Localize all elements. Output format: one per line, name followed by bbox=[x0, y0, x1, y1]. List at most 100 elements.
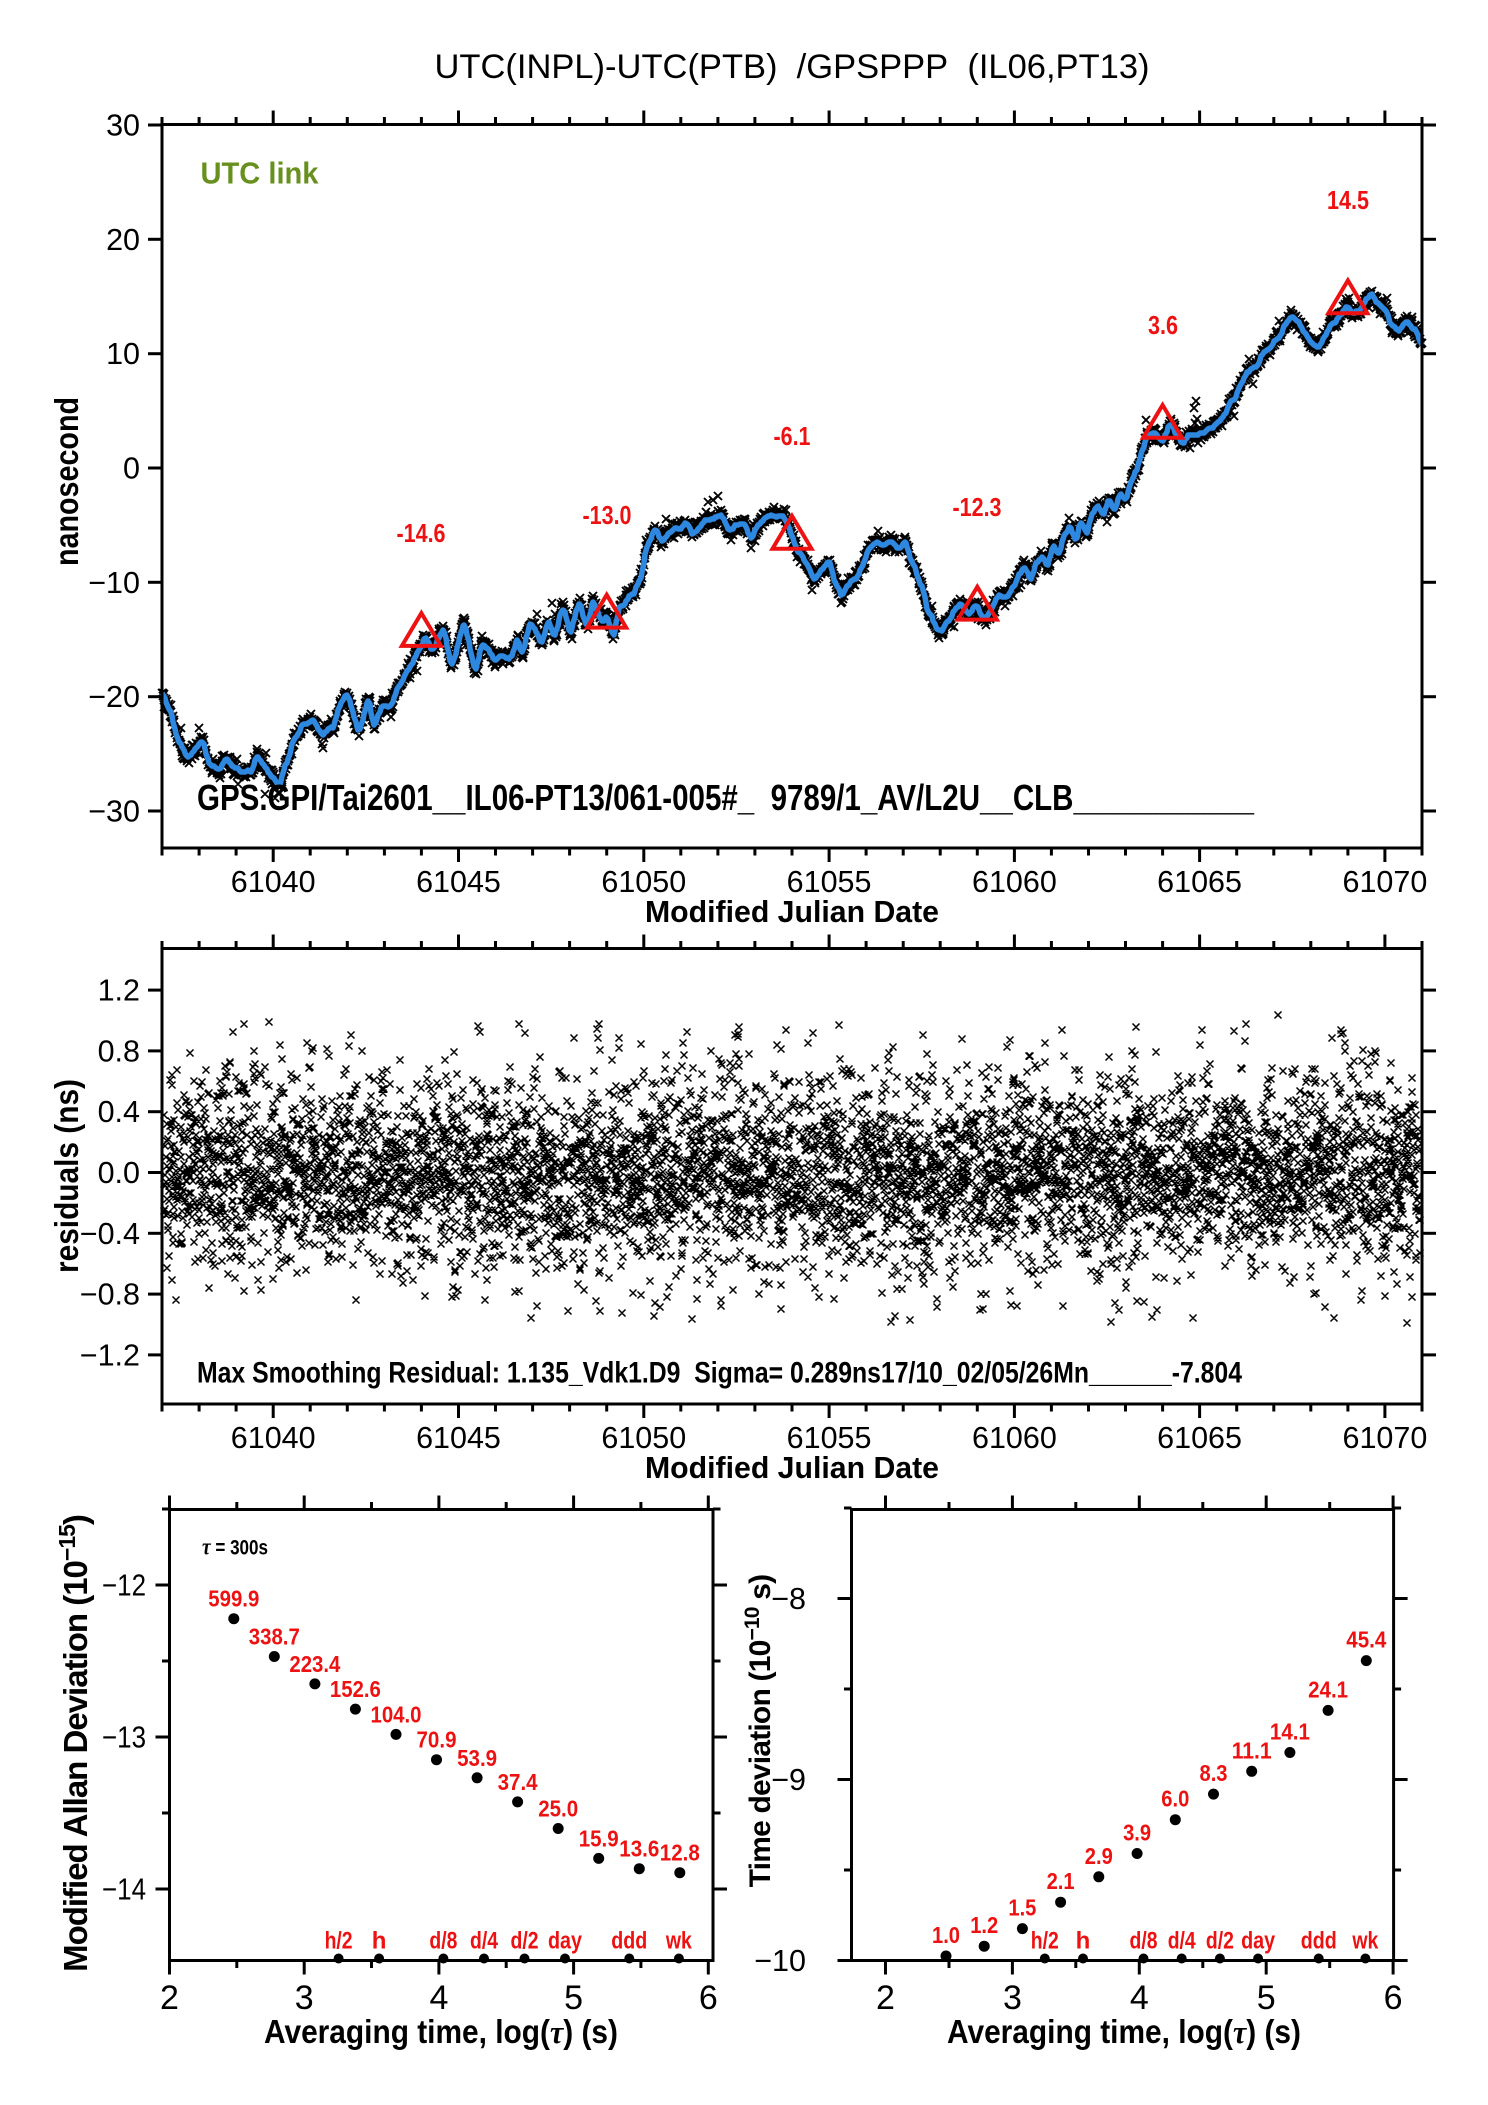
svg-text:h: h bbox=[1076, 1928, 1091, 1955]
svg-text:2.9: 2.9 bbox=[1085, 1843, 1113, 1869]
svg-text:61065: 61065 bbox=[1157, 1421, 1242, 1455]
svg-text:61065: 61065 bbox=[1157, 865, 1242, 899]
svg-text:223.4: 223.4 bbox=[289, 1651, 340, 1677]
svg-text:day: day bbox=[548, 1928, 583, 1955]
svg-text:−0.4: −0.4 bbox=[80, 1217, 140, 1251]
svg-text:−20: −20 bbox=[88, 680, 140, 714]
svg-text:1.0: 1.0 bbox=[932, 1922, 960, 1948]
svg-text:1.2: 1.2 bbox=[98, 974, 140, 1008]
svg-text:−10: −10 bbox=[88, 566, 140, 600]
svg-text:UTC(INPL)-UTC(PTB) /GPSPPP (: UTC(INPL)-UTC(PTB) /GPSPPP (IL06,PT13) bbox=[434, 48, 1149, 86]
svg-text:Modified Julian Date: Modified Julian Date bbox=[645, 1450, 939, 1485]
svg-text:wk: wk bbox=[665, 1928, 692, 1955]
svg-text:0.4: 0.4 bbox=[98, 1095, 140, 1129]
svg-text:14.5: 14.5 bbox=[1327, 185, 1369, 215]
svg-text:25.0: 25.0 bbox=[538, 1796, 578, 1822]
svg-text:4: 4 bbox=[429, 1979, 448, 2017]
svg-text:152.6: 152.6 bbox=[330, 1676, 381, 1702]
svg-text:6: 6 bbox=[699, 1979, 718, 2017]
svg-text:61045: 61045 bbox=[416, 865, 501, 899]
svg-text:2: 2 bbox=[876, 1979, 895, 2017]
svg-text:70.9: 70.9 bbox=[417, 1727, 457, 1753]
svg-text:residuals (ns): residuals (ns) bbox=[48, 1079, 85, 1273]
svg-text:24.1: 24.1 bbox=[1308, 1676, 1348, 1702]
svg-text:6: 6 bbox=[1384, 1979, 1403, 2017]
svg-text:d/2: d/2 bbox=[511, 1928, 539, 1955]
svg-text:61040: 61040 bbox=[231, 865, 316, 899]
svg-text:-13.0: -13.0 bbox=[583, 500, 632, 530]
svg-text:30: 30 bbox=[106, 109, 140, 143]
svg-text:3: 3 bbox=[1003, 1979, 1022, 2017]
svg-text:−8: −8 bbox=[771, 1582, 806, 1616]
svg-text:h: h bbox=[372, 1928, 387, 1955]
svg-text:3.9: 3.9 bbox=[1123, 1820, 1151, 1846]
svg-text:14.1: 14.1 bbox=[1270, 1719, 1310, 1745]
svg-text:ddd: ddd bbox=[611, 1928, 647, 1955]
svg-text:37.4: 37.4 bbox=[498, 1769, 538, 1795]
svg-text:338.7: 338.7 bbox=[249, 1624, 300, 1650]
svg-text:Modified Allan Deviation (10−1: Modified Allan Deviation (10−15) bbox=[54, 1515, 94, 1972]
svg-text:Max Smoothing Residual: 1.135_: Max Smoothing Residual: 1.135_Vdk1.D9 Si… bbox=[197, 1356, 1242, 1389]
svg-text:UTC link: UTC link bbox=[201, 155, 320, 190]
svg-text:Modified Julian Date: Modified Julian Date bbox=[645, 894, 939, 929]
svg-text:11.1: 11.1 bbox=[1232, 1737, 1272, 1763]
svg-text:−13: −13 bbox=[102, 1721, 146, 1755]
svg-text:0: 0 bbox=[123, 452, 140, 486]
svg-text:−0.8: −0.8 bbox=[80, 1278, 140, 1312]
svg-text:53.9: 53.9 bbox=[457, 1745, 497, 1771]
svg-text:2: 2 bbox=[160, 1979, 179, 2017]
svg-text:d/8: d/8 bbox=[1130, 1928, 1158, 1955]
svg-text:61050: 61050 bbox=[601, 1421, 686, 1455]
svg-text:61050: 61050 bbox=[601, 865, 686, 899]
svg-text:8.3: 8.3 bbox=[1200, 1760, 1228, 1786]
svg-text:wk: wk bbox=[1352, 1928, 1379, 1955]
svg-text:−12: −12 bbox=[102, 1569, 146, 1603]
svg-text:61055: 61055 bbox=[787, 1421, 872, 1455]
svg-text:4: 4 bbox=[1130, 1979, 1149, 2017]
svg-text:5: 5 bbox=[564, 1979, 583, 2017]
svg-text:599.9: 599.9 bbox=[208, 1586, 259, 1612]
svg-text:0.0: 0.0 bbox=[98, 1156, 140, 1190]
svg-text:d/4: d/4 bbox=[1168, 1928, 1197, 1955]
svg-text:d/4: d/4 bbox=[470, 1928, 499, 1955]
svg-text:-14.6: -14.6 bbox=[397, 518, 446, 548]
svg-text:15.9: 15.9 bbox=[579, 1825, 619, 1851]
svg-text:-12.3: -12.3 bbox=[953, 492, 1002, 522]
svg-text:h/2: h/2 bbox=[325, 1928, 353, 1955]
svg-text:GPS.GPI/Tai2601__IL06-PT13/061: GPS.GPI/Tai2601__IL06-PT13/061-005#_ 978… bbox=[197, 777, 1255, 818]
svg-text:10: 10 bbox=[106, 337, 140, 371]
svg-text:τ = 300s: τ = 300s bbox=[202, 1535, 268, 1561]
svg-text:45.4: 45.4 bbox=[1346, 1627, 1386, 1653]
svg-text:h/2: h/2 bbox=[1031, 1928, 1059, 1955]
svg-text:Averaging time, log(τ) (s): Averaging time, log(τ) (s) bbox=[947, 2013, 1301, 2051]
svg-text:0.8: 0.8 bbox=[98, 1034, 140, 1068]
svg-text:3.6: 3.6 bbox=[1148, 310, 1178, 340]
svg-text:3: 3 bbox=[295, 1979, 314, 2017]
svg-text:nanosecond: nanosecond bbox=[48, 397, 85, 566]
svg-text:−9: −9 bbox=[771, 1763, 806, 1797]
svg-text:61070: 61070 bbox=[1342, 1421, 1427, 1455]
svg-text:−14: −14 bbox=[102, 1873, 146, 1907]
svg-text:-6.1: -6.1 bbox=[774, 421, 811, 451]
svg-text:6.0: 6.0 bbox=[1161, 1786, 1189, 1812]
svg-text:13.6: 13.6 bbox=[619, 1836, 659, 1862]
svg-text:2.1: 2.1 bbox=[1047, 1868, 1075, 1894]
svg-text:5: 5 bbox=[1257, 1979, 1276, 2017]
svg-text:20: 20 bbox=[106, 223, 140, 257]
svg-text:1.5: 1.5 bbox=[1008, 1895, 1036, 1921]
svg-text:Averaging time, log(τ) (s): Averaging time, log(τ) (s) bbox=[264, 2013, 618, 2051]
svg-text:61040: 61040 bbox=[231, 1421, 316, 1455]
svg-text:61045: 61045 bbox=[416, 1421, 501, 1455]
svg-text:d/2: d/2 bbox=[1206, 1928, 1234, 1955]
svg-text:day: day bbox=[1241, 1928, 1276, 1955]
svg-text:61060: 61060 bbox=[972, 865, 1057, 899]
svg-text:−1.2: −1.2 bbox=[80, 1338, 140, 1372]
svg-text:61060: 61060 bbox=[972, 1421, 1057, 1455]
svg-text:d/8: d/8 bbox=[429, 1928, 457, 1955]
svg-text:−10: −10 bbox=[754, 1944, 806, 1978]
svg-text:ddd: ddd bbox=[1301, 1928, 1337, 1955]
svg-text:104.0: 104.0 bbox=[371, 1701, 422, 1727]
svg-text:12.8: 12.8 bbox=[660, 1840, 700, 1866]
svg-text:61055: 61055 bbox=[787, 865, 872, 899]
svg-text:1.2: 1.2 bbox=[970, 1912, 998, 1938]
